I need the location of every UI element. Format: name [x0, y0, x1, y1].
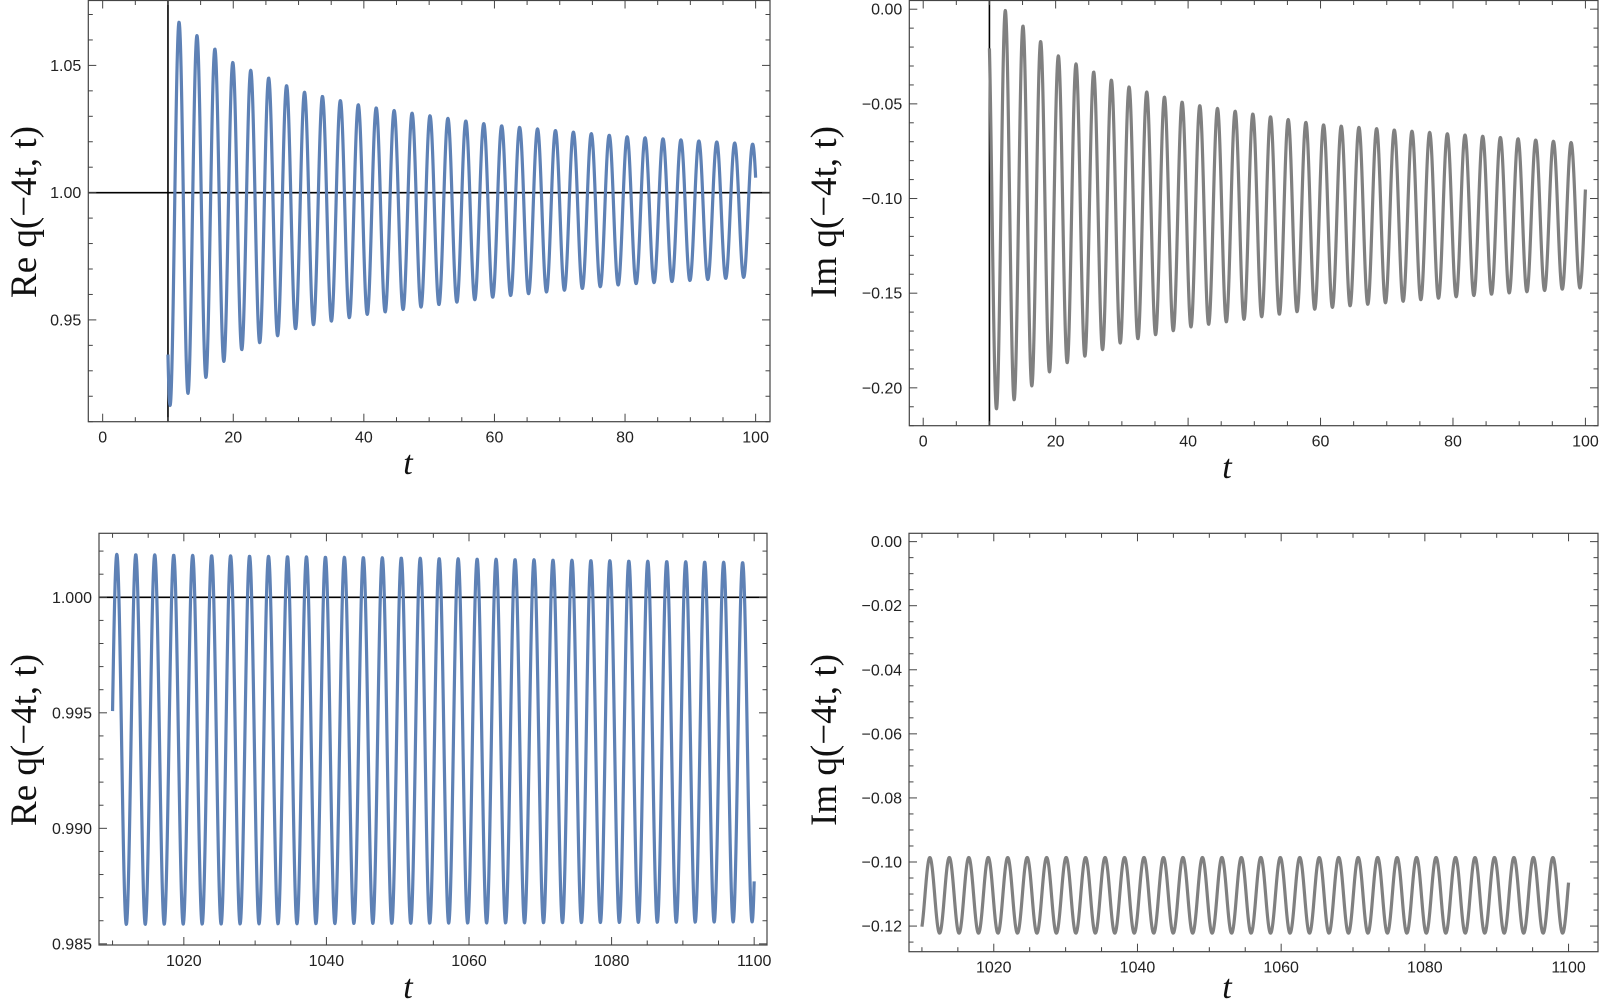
y-tick-label: −0.15	[862, 286, 903, 303]
plot-frame	[98, 532, 768, 946]
data-series-line	[110, 552, 756, 926]
y-tick-label: −0.12	[862, 919, 903, 936]
x-axis-title: t	[403, 445, 414, 482]
y-tick-label: −0.10	[862, 854, 903, 871]
x-axis-title: t	[403, 969, 414, 1006]
panel-im-early: Im q(−4t, t) 0 20 40 60 80 100 −0.20 −0.15 −0.10…	[804, 0, 1599, 486]
y-tick-label: −0.20	[862, 380, 903, 397]
y-tick-label: 1.05	[50, 58, 81, 75]
y-tick-label: 0.00	[871, 534, 902, 551]
x-tick-label: 0	[98, 430, 107, 447]
y-tick-label: −0.10	[862, 191, 903, 208]
x-tick-label: 20	[1047, 434, 1065, 451]
plot-frame	[908, 0, 1599, 427]
x-tick-label: 1080	[1407, 960, 1443, 977]
y-tick-label: 0.00	[871, 2, 902, 19]
y-axis-title: Im q(−4t, t)	[804, 654, 845, 826]
x-tick-label: 80	[616, 430, 634, 447]
x-axis-title: t	[1222, 449, 1233, 486]
x-tick-label: 100	[742, 430, 769, 447]
y-tick-label: 0.95	[50, 312, 81, 329]
data-series-line	[987, 8, 1588, 411]
x-tick-label: 1060	[1263, 960, 1299, 977]
y-axis-title: Re q(−4t, t)	[4, 126, 45, 298]
x-tick-label: 100	[1572, 434, 1599, 451]
x-tick-label: 60	[486, 430, 504, 447]
data-series-line	[920, 855, 1571, 935]
y-axis-title: Re q(−4t, t)	[4, 654, 45, 826]
y-axis-title: Im q(−4t, t)	[804, 126, 845, 298]
x-tick-label: 1040	[309, 953, 345, 970]
x-tick-label: 20	[224, 430, 242, 447]
x-tick-label: 80	[1444, 434, 1462, 451]
y-tick-label: −0.04	[862, 662, 903, 679]
panel-re-late: Re q(−4t, t) 1020 1040 1060 1080 1100 0.985 0.…	[4, 532, 772, 1006]
x-tick-label: 1100	[737, 953, 772, 970]
y-tick-label: 0.990	[52, 821, 92, 838]
x-tick-label: 60	[1312, 434, 1330, 451]
plot-frame	[87, 0, 771, 423]
panel-im-late: Im q(−4t, t) 1020 1040 1060 1080 1100 −0.12 −0…	[804, 532, 1599, 1006]
y-tick-label: −0.05	[862, 96, 903, 113]
data-series-line	[166, 20, 758, 408]
x-tick-label: 1080	[594, 953, 630, 970]
y-tick-label: 1.00	[50, 185, 81, 202]
x-axis-title: t	[1222, 969, 1233, 1006]
y-tick-label: −0.08	[862, 790, 903, 807]
y-tick-label: 1.000	[52, 590, 92, 607]
panel-re-early: Re q(−4t, t) 0 20 40 60 80 100 0.95 1.00 1.05 t	[4, 0, 771, 482]
y-tick-label: 0.985	[52, 936, 92, 953]
y-tick-label: −0.02	[862, 598, 903, 615]
x-tick-label: 1100	[1551, 960, 1586, 977]
x-tick-label: 1040	[1120, 960, 1156, 977]
x-tick-label: 1020	[976, 960, 1012, 977]
x-tick-label: 1060	[451, 953, 487, 970]
y-tick-label: 0.995	[52, 705, 92, 722]
x-tick-label: 0	[919, 434, 928, 451]
x-tick-label: 40	[1179, 434, 1197, 451]
y-tick-label: −0.06	[862, 726, 903, 743]
plot-frame	[908, 532, 1599, 953]
x-tick-label: 40	[355, 430, 373, 447]
x-tick-label: 1020	[166, 953, 202, 970]
